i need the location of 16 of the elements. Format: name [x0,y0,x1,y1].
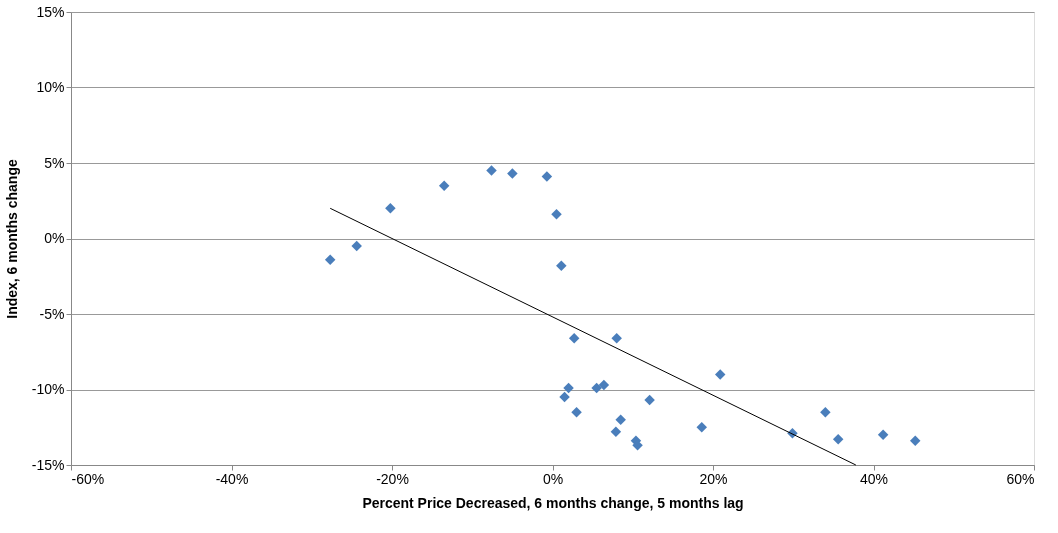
x-tick-label: -40% [215,470,249,487]
y-tick-label: -10% [31,381,65,397]
x-tick-label: 0% [542,470,564,487]
y-tick-label: 5% [44,154,65,171]
y-tick-label: 15% [36,3,65,20]
y-tick-label: 10% [36,79,65,95]
x-tick-label: 40% [859,470,889,487]
x-axis-title: Percent Price Decreased, 6 months change, 5 months lag [362,494,744,511]
y-tick-label: 0% [44,230,65,246]
x-tick-label: -20% [376,470,409,487]
x-tick-label: -60% [71,470,105,487]
x-tick-label: 20% [699,470,728,487]
y-axis-title: Index, 6 months change [3,159,20,319]
x-tick-label: 60% [1006,470,1035,487]
y-tick-label: -15% [31,456,65,473]
y-tick-label: -5% [39,305,65,322]
